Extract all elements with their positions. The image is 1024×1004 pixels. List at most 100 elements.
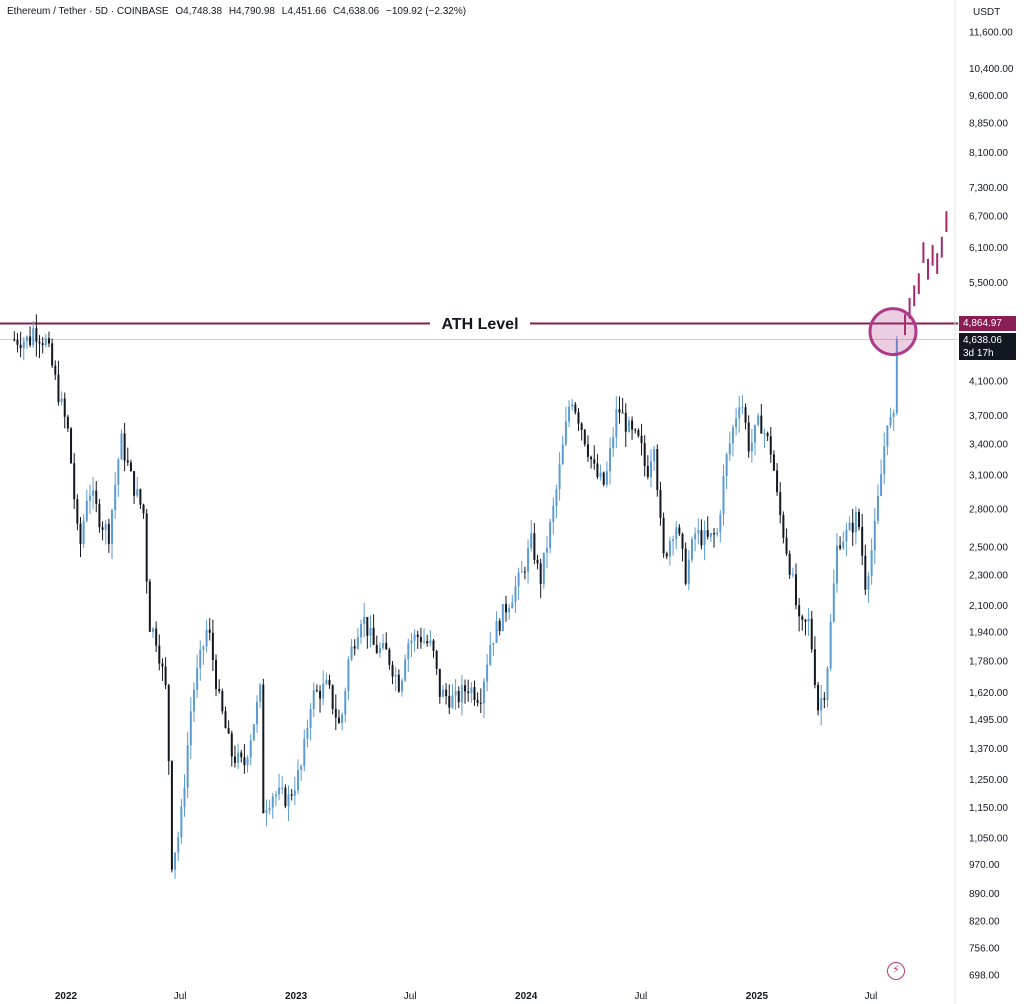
y-tick-label: 3,100.00 bbox=[969, 470, 1008, 481]
candle-body bbox=[804, 619, 807, 622]
candle-body bbox=[211, 632, 214, 660]
y-tick-label: 5,500.00 bbox=[969, 278, 1008, 289]
x-tick-label: 2024 bbox=[515, 991, 538, 1002]
candle-body bbox=[549, 521, 552, 549]
candle-body bbox=[738, 407, 741, 419]
candle-body bbox=[533, 533, 536, 560]
lightning-icon[interactable]: ⚡ bbox=[887, 962, 905, 980]
candle-body bbox=[237, 752, 240, 763]
candle-body bbox=[580, 423, 583, 431]
candle-body bbox=[423, 641, 426, 643]
candle-body bbox=[851, 522, 854, 533]
candle-body bbox=[378, 647, 381, 653]
candle-body bbox=[672, 539, 675, 541]
last-price-badge: 4,638.06 3d 17h bbox=[959, 333, 1016, 360]
candle-body bbox=[489, 644, 492, 665]
y-tick-label: 2,100.00 bbox=[969, 601, 1008, 612]
candle-body bbox=[864, 555, 867, 590]
candle-body bbox=[571, 404, 574, 407]
candle-body bbox=[98, 503, 101, 528]
candle-body bbox=[545, 548, 548, 553]
candle-body bbox=[400, 680, 403, 692]
candle-body bbox=[624, 412, 627, 432]
candle-body bbox=[889, 417, 892, 426]
candle-body bbox=[813, 649, 816, 685]
last-price-value: 4,638.06 bbox=[963, 335, 1002, 346]
candle-body bbox=[369, 627, 372, 636]
candle-body bbox=[38, 341, 41, 344]
y-tick-label: 11,600.00 bbox=[969, 28, 1013, 39]
candle-body bbox=[117, 459, 120, 485]
candle-body bbox=[627, 420, 630, 432]
candle-body bbox=[895, 339, 898, 414]
candle-body bbox=[505, 604, 508, 613]
candle-body bbox=[665, 553, 668, 557]
candle-body bbox=[703, 530, 706, 546]
candle-body bbox=[331, 685, 334, 709]
y-tick-label: 1,250.00 bbox=[969, 775, 1008, 786]
candle-body bbox=[609, 448, 612, 472]
candle-body bbox=[312, 690, 315, 709]
price-axis[interactable]: 11,600.00 10,400.00 9,600.00 8,850.00 8,100.… bbox=[954, 0, 1014, 1004]
candle-body bbox=[290, 794, 293, 796]
candle-body bbox=[230, 733, 233, 757]
candle-body bbox=[760, 415, 763, 434]
candle-body bbox=[779, 492, 782, 516]
candle-body bbox=[511, 602, 514, 609]
candle-body bbox=[385, 642, 388, 650]
candle-body bbox=[136, 489, 139, 496]
candle-body bbox=[605, 471, 608, 485]
y-tick-label: 698.00 bbox=[969, 971, 1000, 982]
candle-body bbox=[454, 690, 457, 696]
candle-body bbox=[243, 757, 246, 766]
candle-body bbox=[769, 436, 772, 455]
candle-body bbox=[350, 646, 353, 660]
time-axis[interactable]: 2022 Jul 2023 Jul 2024 Jul 2025 Jul bbox=[55, 991, 878, 1002]
candle-body bbox=[659, 490, 662, 518]
candle-body bbox=[785, 537, 788, 554]
candle-body bbox=[334, 708, 337, 718]
candle-body bbox=[249, 740, 252, 758]
candle-body bbox=[766, 433, 769, 437]
candle-body bbox=[215, 659, 218, 690]
candle-body bbox=[486, 664, 489, 682]
candle-body bbox=[47, 338, 50, 344]
candle-body bbox=[612, 437, 615, 449]
candle-body bbox=[183, 787, 186, 807]
candle-body bbox=[388, 649, 391, 665]
currency-unit: USDT bbox=[973, 7, 1001, 18]
candle-body bbox=[880, 474, 883, 496]
candle-body bbox=[788, 553, 791, 575]
candle-body bbox=[95, 490, 98, 504]
candle-body bbox=[353, 646, 356, 649]
candle-body bbox=[268, 807, 271, 811]
x-tick-label: Jul bbox=[174, 991, 187, 1002]
candle-body bbox=[741, 407, 744, 409]
candle-body bbox=[107, 524, 110, 544]
candle-body bbox=[22, 341, 25, 349]
candle-body bbox=[460, 685, 463, 703]
candle-body bbox=[470, 687, 473, 694]
candle-body bbox=[306, 727, 309, 739]
y-tick-label: 6,700.00 bbox=[969, 212, 1008, 223]
candle-body bbox=[114, 484, 117, 510]
candle-body bbox=[44, 338, 47, 345]
candle-body bbox=[240, 752, 243, 758]
candle-body bbox=[716, 532, 719, 535]
ath-highlight-circle bbox=[868, 307, 918, 357]
candle-body bbox=[287, 794, 290, 807]
candle-body bbox=[319, 690, 322, 699]
candle-body bbox=[700, 530, 703, 546]
candle-body bbox=[498, 620, 501, 631]
candle-body bbox=[82, 520, 85, 545]
candle-body bbox=[586, 444, 589, 457]
candle-body bbox=[360, 624, 363, 638]
candle-body bbox=[382, 642, 385, 648]
candle-body bbox=[372, 627, 375, 645]
candle-body bbox=[451, 695, 454, 708]
candle-body bbox=[621, 412, 624, 414]
candle-body bbox=[697, 530, 700, 534]
candle-body bbox=[180, 806, 183, 838]
candle-body bbox=[252, 724, 255, 741]
